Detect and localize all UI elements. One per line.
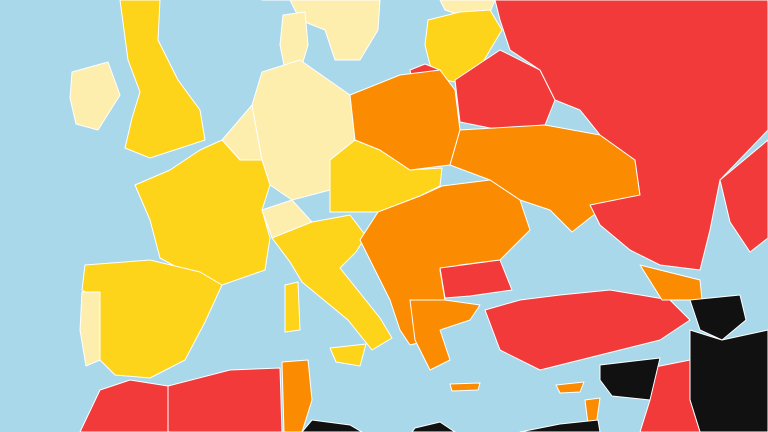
region-kazakhstan [719,139,768,253]
region-sardinia [284,281,301,333]
region-bulgaria [439,259,513,299]
region-greece [409,299,481,371]
region-libya [301,419,363,432]
region-syria [599,357,661,401]
region-uk [119,0,206,159]
region-algeria [167,367,283,432]
region-cyprus [555,381,585,394]
region-ireland [69,61,121,131]
region-norway-sweden [261,0,381,61]
region-egypt [519,419,601,432]
region-tunisia [281,359,313,432]
region-caucasus [689,294,747,341]
region-iran [689,329,768,432]
region-belarus [454,49,556,131]
region-turkey [484,289,691,371]
region-sicily [329,343,367,367]
region-morocco [79,379,169,432]
region-italy [271,214,393,351]
region-libya-east [411,421,456,432]
region-crete [449,382,481,392]
region-portugal [79,291,101,367]
